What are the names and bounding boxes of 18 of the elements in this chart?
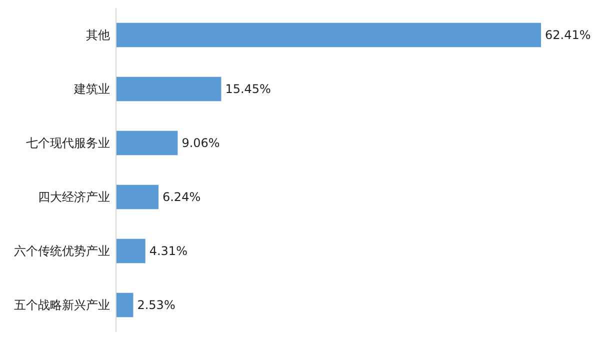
data-label: 9.06%	[182, 136, 220, 150]
y-tick-label: 七个现代服务业	[26, 136, 110, 150]
bar	[116, 76, 222, 102]
data-label: 15.45%	[225, 82, 271, 96]
data-label: 4.31%	[149, 244, 188, 258]
y-tick-label: 其他	[86, 28, 110, 42]
bar	[116, 22, 541, 48]
bar	[116, 130, 178, 156]
y-tick-label: 五个战略新兴产业	[14, 298, 110, 312]
y-tick-label: 建筑业	[73, 82, 110, 96]
y-tick-label: 四大经济产业	[38, 190, 110, 204]
bar	[116, 292, 134, 318]
y-tick-label: 六个传统优势产业	[14, 244, 110, 258]
bar	[116, 184, 158, 210]
data-label: 6.24%	[162, 190, 201, 204]
bar	[116, 238, 146, 264]
data-label: 62.41%	[545, 28, 591, 42]
data-label: 2.53%	[137, 298, 176, 312]
